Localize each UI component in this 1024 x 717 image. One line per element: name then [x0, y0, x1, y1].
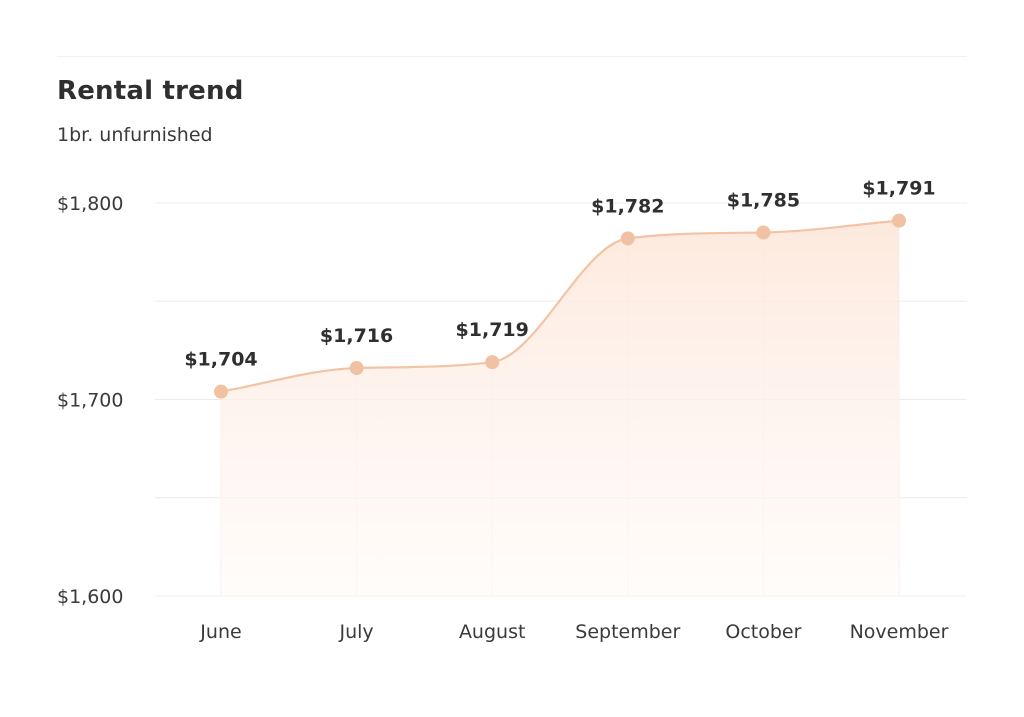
data-label: $1,719 [456, 319, 529, 341]
series-area [221, 220, 899, 596]
x-tick-label: June [199, 621, 241, 643]
chart-title: Rental trend [57, 76, 244, 106]
x-tick-label: July [339, 621, 374, 643]
chart-subtitle: 1br. unfurnished [57, 124, 213, 146]
top-divider [57, 56, 967, 57]
data-label: $1,716 [320, 325, 393, 347]
y-tick-label: $1,700 [57, 390, 123, 412]
y-tick-label: $1,800 [57, 193, 123, 215]
data-label: $1,791 [862, 178, 935, 200]
data-point [214, 384, 228, 399]
x-tick-label: November [850, 621, 949, 643]
data-point [485, 355, 500, 370]
x-tick-label: September [575, 621, 680, 643]
data-point [349, 361, 364, 376]
series-line [220, 219, 900, 393]
data-point [620, 231, 635, 246]
x-tick-label: October [725, 621, 801, 643]
data-label: $1,785 [727, 189, 800, 211]
data-label: $1,704 [184, 349, 257, 371]
data-label: $1,782 [591, 195, 664, 217]
y-tick-label: $1,600 [57, 586, 123, 608]
data-point [756, 225, 771, 240]
data-point [892, 213, 906, 228]
x-tick-label: August [459, 621, 526, 643]
